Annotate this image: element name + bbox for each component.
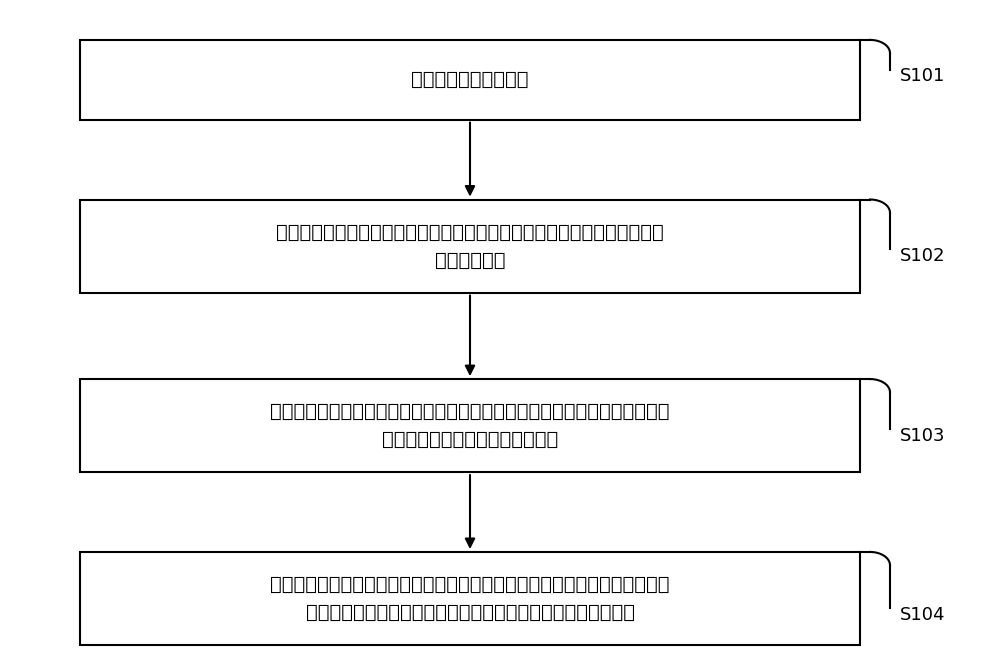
Text: 对局放信号进行提取，获取单个脉冲信号，记录脉冲的峰值及相位，并绘制
相位分布谱图: 对局放信号进行提取，获取单个脉冲信号，记录脉冲的峰值及相位，并绘制 相位分布谱图 xyxy=(276,223,664,269)
Text: S104: S104 xyxy=(900,606,946,624)
Text: S103: S103 xyxy=(900,426,946,445)
Text: 将所提取脉冲通过多个带通滤波器，获得对应滤波器下脉冲的峰值信息，并通
过主成分分析降维，获得特征参数: 将所提取脉冲通过多个带通滤波器，获得对应滤波器下脉冲的峰值信息，并通 过主成分分… xyxy=(270,402,670,449)
Text: 采集局部放电波形信号: 采集局部放电波形信号 xyxy=(411,70,529,89)
Text: S101: S101 xyxy=(900,67,945,86)
FancyBboxPatch shape xyxy=(80,200,860,293)
FancyBboxPatch shape xyxy=(80,40,860,120)
Text: S102: S102 xyxy=(900,247,946,265)
FancyBboxPatch shape xyxy=(80,379,860,472)
FancyBboxPatch shape xyxy=(80,552,860,645)
Text: 对特征参数进行聚类分析，将脉冲分为多类，并根据分类类别号、脉冲峰值、
脉冲相位绘制单类脉冲相位分布谱图，确定局放信号与干扰信号: 对特征参数进行聚类分析，将脉冲分为多类，并根据分类类别号、脉冲峰值、 脉冲相位绘… xyxy=(270,575,670,622)
